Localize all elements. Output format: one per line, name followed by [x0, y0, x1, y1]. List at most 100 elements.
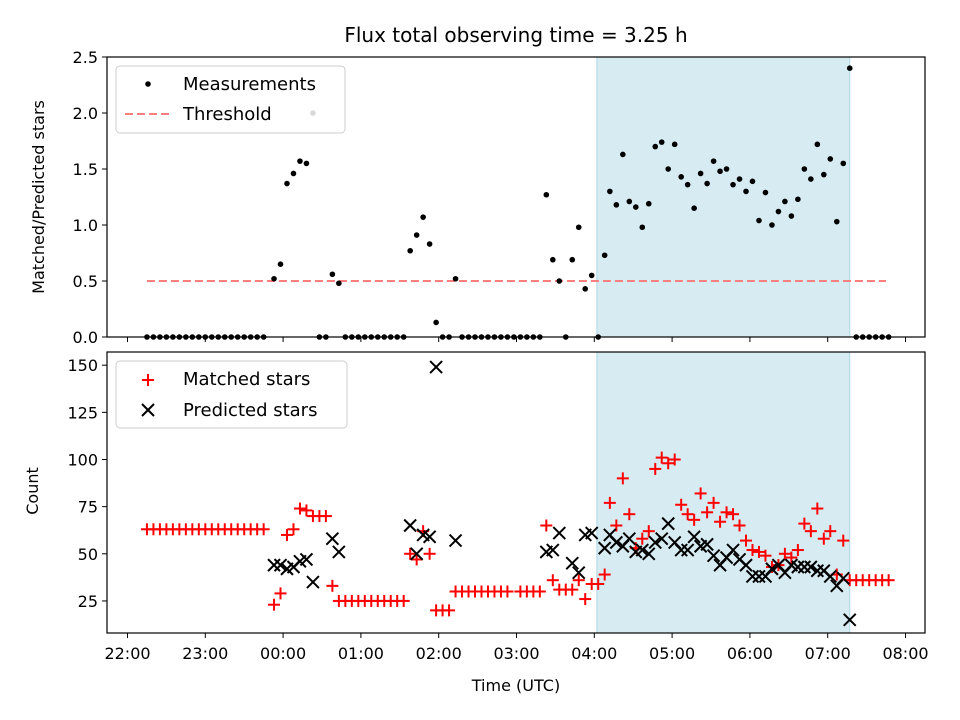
predicted-star-point — [661, 516, 675, 531]
legend-measurements-marker — [145, 81, 151, 87]
measurement-point — [730, 181, 736, 188]
measurement-point — [329, 271, 336, 278]
matched-star-point — [811, 502, 824, 515]
measurement-point — [588, 272, 595, 279]
predicted-star-point — [700, 537, 714, 552]
predicted-star-point — [752, 569, 766, 584]
matched-star-point — [533, 585, 546, 598]
matched-star-point — [701, 506, 714, 519]
xtick-label: 03:00 — [493, 644, 539, 663]
measurement-point — [297, 158, 303, 164]
matched-star-point — [804, 525, 817, 538]
bottom-marks — [140, 360, 895, 627]
predicted-star-point — [810, 564, 825, 578]
top-y-ticks: 0.0 0.5 1.0 1.5 2.0 2.5 — [73, 48, 107, 347]
matched-star-point — [752, 545, 765, 558]
predicted-star-point — [739, 558, 753, 572]
predicted-star-point — [552, 526, 566, 540]
measurement-point — [277, 261, 284, 268]
measurement-point — [543, 191, 550, 198]
xtick-label: 00:00 — [260, 644, 306, 663]
predicted-star-point — [687, 530, 701, 544]
bottom-ytick-label: 125 — [67, 403, 98, 422]
matched-star-point — [798, 517, 811, 530]
measurement-point — [665, 166, 672, 172]
measurement-point — [814, 141, 821, 148]
matched-star-point — [257, 523, 270, 536]
measurement-point — [710, 158, 717, 164]
measurement-point — [407, 247, 413, 254]
predicted-star-point — [797, 560, 812, 574]
predicted-star-point — [332, 545, 346, 559]
matched-star-point — [598, 568, 611, 581]
matched-star-point — [824, 525, 837, 538]
xtick-label: 22:00 — [104, 644, 150, 663]
measurement-point — [575, 224, 582, 231]
predicted-star-point — [836, 571, 850, 586]
predicted-star-point — [642, 547, 656, 561]
matched-star-point — [319, 510, 332, 523]
measurement-point — [569, 256, 576, 263]
predicted-star-point — [403, 518, 417, 533]
matched-star-point — [694, 487, 707, 500]
measurement-point — [645, 200, 652, 207]
matched-star-point — [688, 513, 701, 526]
measurement-point — [808, 176, 814, 182]
predicted-star-point — [597, 541, 612, 555]
matched-star-point — [746, 544, 759, 557]
measurement-point — [550, 256, 556, 263]
matched-star-point — [268, 598, 281, 611]
matched-star-point — [817, 532, 830, 545]
predicted-star-point — [325, 531, 340, 546]
matched-star-point — [733, 519, 746, 532]
measurement-point — [620, 151, 626, 158]
measurement-point — [775, 208, 782, 215]
predicted-star-point — [823, 569, 838, 584]
measurement-point — [782, 198, 788, 205]
matched-star-point — [649, 462, 662, 475]
measurement-point — [736, 176, 743, 182]
legend-predicted-label: Predicted stars — [183, 400, 317, 421]
matched-star-point — [603, 496, 616, 509]
measurement-point — [749, 178, 756, 185]
predicted-star-point — [745, 569, 760, 584]
matched-star-point — [778, 547, 791, 560]
matched-star-point — [274, 587, 287, 600]
measurement-point — [452, 275, 459, 282]
xtick-label: 08:00 — [882, 644, 928, 663]
predicted-star-point — [804, 560, 818, 574]
predicted-star-point — [546, 543, 560, 557]
top-ytick-label: 1.5 — [73, 160, 98, 179]
measurement-point — [846, 65, 853, 71]
matched-star-point — [668, 453, 681, 466]
predicted-star-point — [609, 535, 624, 550]
bottom-ytick-label: 25 — [78, 592, 98, 611]
matched-star-point — [675, 498, 688, 511]
matched-star-point — [540, 519, 553, 532]
predicted-star-point — [726, 543, 740, 557]
measurement-point — [743, 188, 749, 195]
bottom-ytick-label: 75 — [78, 498, 98, 517]
measurement-point — [678, 174, 684, 180]
matched-star-point — [662, 457, 675, 470]
bottom-legend: Matched stars Predicted stars — [115, 360, 348, 429]
matched-star-point — [287, 523, 300, 536]
top-legend-box — [115, 65, 346, 134]
legend-measurements-label: Measurements — [183, 74, 316, 95]
predicted-star-point — [267, 558, 281, 572]
predicted-star-point — [572, 565, 586, 580]
matched-star-point — [300, 504, 313, 517]
bottom-ytick-label: 100 — [67, 450, 98, 469]
bottom-x-ticks: 22:00 23:00 00:00 01:00 02:00 03:00 04:00 05:00… — [104, 633, 929, 663]
matched-star-point — [280, 528, 293, 541]
measurement-point — [632, 204, 639, 210]
measurement-point — [788, 213, 795, 219]
top-panel: 0.0 0.5 1.0 1.5 2.0 2.5 Matched/Predicted sta… — [29, 48, 926, 347]
matched-star-point — [623, 508, 636, 521]
predicted-star-point — [680, 543, 695, 557]
measurement-point — [671, 141, 678, 148]
predicted-star-point — [299, 552, 314, 567]
matched-star-point — [410, 553, 423, 566]
predicted-star-point — [273, 558, 288, 572]
